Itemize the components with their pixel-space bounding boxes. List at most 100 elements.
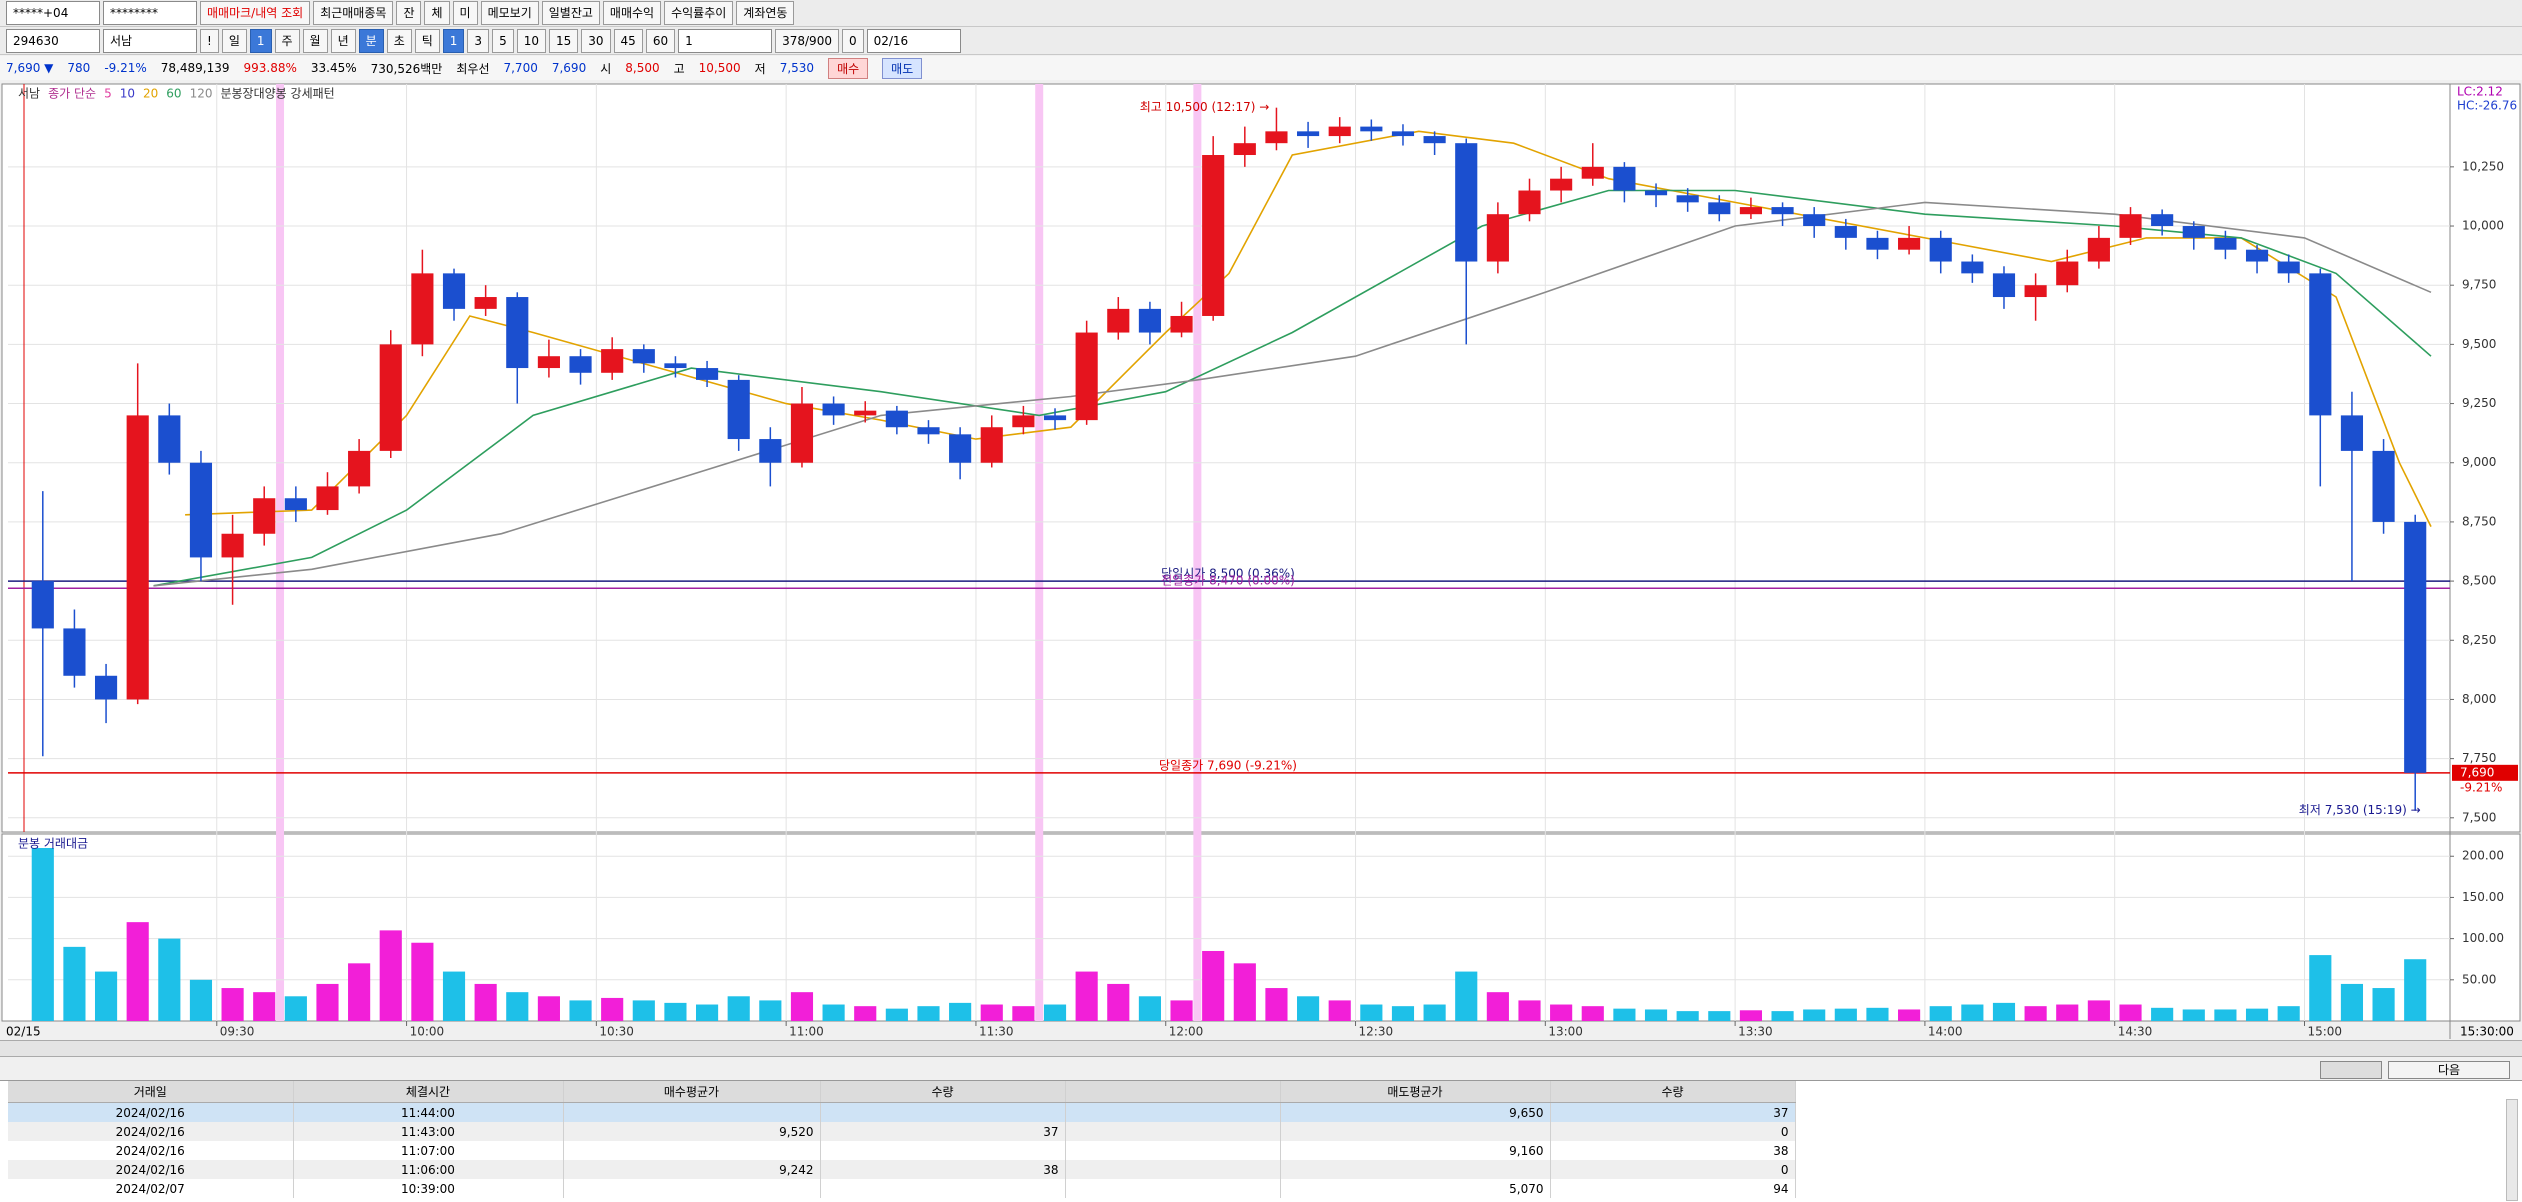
toolbar-item[interactable]: 수익률추이	[664, 1, 734, 25]
toolbar-item[interactable]: 일별잔고	[541, 1, 600, 25]
toolbar-item[interactable]: 미	[452, 1, 478, 25]
candle-body	[1455, 143, 1478, 262]
table-cell-blank	[1065, 1160, 1281, 1179]
candle-body	[885, 410, 908, 428]
volume-bar	[1075, 971, 1098, 1021]
toolbar-item[interactable]: *****+04	[6, 1, 100, 25]
toolbar-item[interactable]: 294630	[6, 28, 100, 53]
table-cell: 2024/02/16	[8, 1160, 294, 1179]
toolbar-item[interactable]: 메모보기	[480, 1, 539, 25]
table-cell: 37	[820, 1122, 1066, 1141]
table-row[interactable]: 2024/02/16 11:43:00 9,520 37 0	[8, 1122, 1796, 1141]
moving-average	[153, 189, 2432, 587]
toolbar-item[interactable]: 30	[581, 28, 611, 53]
corner-label: LC:2.12	[2457, 85, 2503, 99]
last-price-label: 7,690	[2460, 765, 2494, 779]
volume-bar	[2214, 1009, 2237, 1021]
volume-bar	[1391, 1006, 1415, 1021]
toolbar-item[interactable]: 1	[442, 28, 465, 53]
table-row[interactable]: 2024/02/16 11:06:00 9,242 38 0	[8, 1160, 1796, 1179]
volume-bar	[1803, 1009, 1826, 1021]
y-tick-label: 9,250	[2462, 396, 2496, 410]
volume-bar	[221, 988, 244, 1021]
volume-bar	[253, 992, 276, 1021]
candle-body	[1360, 126, 1383, 132]
volume-bar	[506, 992, 529, 1021]
table-cell: 11:06:00	[293, 1160, 564, 1179]
candle-body	[221, 533, 244, 558]
volume-bar	[1265, 988, 1288, 1021]
toolbar-item[interactable]: 10	[516, 28, 546, 53]
x-tick-label: 09:30	[220, 1025, 255, 1039]
toolbar-item[interactable]: 0	[841, 28, 864, 53]
toolbar-item[interactable]: 년	[330, 28, 356, 53]
quote-item[interactable]: 매도	[882, 57, 923, 79]
volume-bar	[474, 983, 497, 1021]
toolbar-item[interactable]: 1	[249, 28, 272, 53]
table-cell: 9,160	[1280, 1141, 1551, 1160]
toolbar-item[interactable]: 45	[613, 28, 643, 53]
candle-body	[2340, 415, 2364, 451]
volume-bar	[1613, 1008, 1636, 1021]
candle-body	[1771, 207, 1794, 215]
table-row[interactable]: 2024/02/16 11:44:00 9,650 37	[8, 1102, 1796, 1122]
toggle-button[interactable]	[2320, 1061, 2382, 1079]
quote-item: -9.21%	[104, 61, 147, 75]
toolbar-item[interactable]: 60	[645, 28, 676, 53]
candle-body	[1581, 166, 1604, 179]
column-header: 매수평균가	[563, 1081, 821, 1103]
candle-body	[1391, 131, 1415, 137]
quote-item[interactable]: 매수	[828, 57, 869, 79]
quote-bar: 7,690 ▼ 780 -9.21% 78,489,139 993.88% 33.45% 7…	[0, 56, 2522, 80]
toolbar-item[interactable]: 5	[492, 28, 514, 53]
candle-body	[442, 273, 466, 309]
toolbar-item[interactable]: ********	[103, 1, 197, 25]
candle-body	[126, 415, 149, 700]
toolbar-item[interactable]: 3	[467, 28, 490, 53]
table-cell	[820, 1179, 1066, 1198]
volume-bar	[917, 1006, 940, 1021]
candle-body	[2024, 285, 2047, 298]
toolbar-item[interactable]: 최근매매종목	[313, 1, 394, 25]
y-tick-label: 7,500	[2462, 810, 2496, 824]
toolbar-item[interactable]: 매매마크/내역 조회	[200, 1, 311, 25]
toolbar-item[interactable]: 매매수익	[602, 1, 662, 25]
volume-bar	[284, 996, 307, 1021]
volume-bar	[411, 942, 434, 1021]
toolbar-item[interactable]: 일	[221, 28, 247, 53]
toolbar-item[interactable]: 잔	[396, 1, 422, 25]
chart-scrollbar[interactable]	[0, 1040, 2522, 1057]
toolbar-item[interactable]: 분	[358, 28, 384, 53]
toolbar-item[interactable]: 월	[302, 28, 328, 53]
candle-body	[506, 297, 529, 369]
table-scrollbar[interactable]	[2506, 1099, 2518, 1201]
candle-body	[1550, 178, 1573, 191]
candle-body	[664, 363, 687, 369]
volume-bar	[569, 1000, 592, 1021]
toolbar-item[interactable]: 틱	[414, 28, 440, 53]
volume-tick-label: 100.00	[2462, 931, 2504, 945]
toolbar-item[interactable]: 초	[386, 28, 412, 53]
volume-bar	[949, 1002, 972, 1021]
x-tick-label: 10:30	[599, 1025, 634, 1039]
volume-bar	[854, 1006, 877, 1021]
toolbar-item[interactable]: !	[200, 28, 219, 53]
toolbar-item[interactable]: 02/16	[866, 28, 961, 53]
volume-bar	[1581, 1006, 1604, 1021]
next-button[interactable]: 다음	[2388, 1061, 2510, 1079]
legend-item: 5	[104, 87, 112, 101]
table-row[interactable]: 2024/02/16 11:07:00 9,160 38	[8, 1141, 1796, 1160]
toolbar-item[interactable]: 15	[548, 28, 579, 53]
volume-bar	[316, 983, 339, 1021]
toolbar-item[interactable]: 체	[424, 1, 450, 25]
toolbar-item[interactable]: 378/900	[775, 28, 839, 53]
toolbar-item[interactable]: 서남	[103, 28, 197, 53]
moving-average	[153, 201, 2432, 587]
volume-bar	[1297, 996, 1320, 1021]
toolbar-item[interactable]: 주	[274, 28, 300, 53]
toolbar-item[interactable]: 1	[678, 28, 773, 53]
table-row[interactable]: 2024/02/07 10:39:00 5,070 94	[8, 1179, 1796, 1198]
toolbar-item[interactable]: 계좌연동	[736, 1, 795, 25]
candle-body	[1992, 273, 2016, 298]
